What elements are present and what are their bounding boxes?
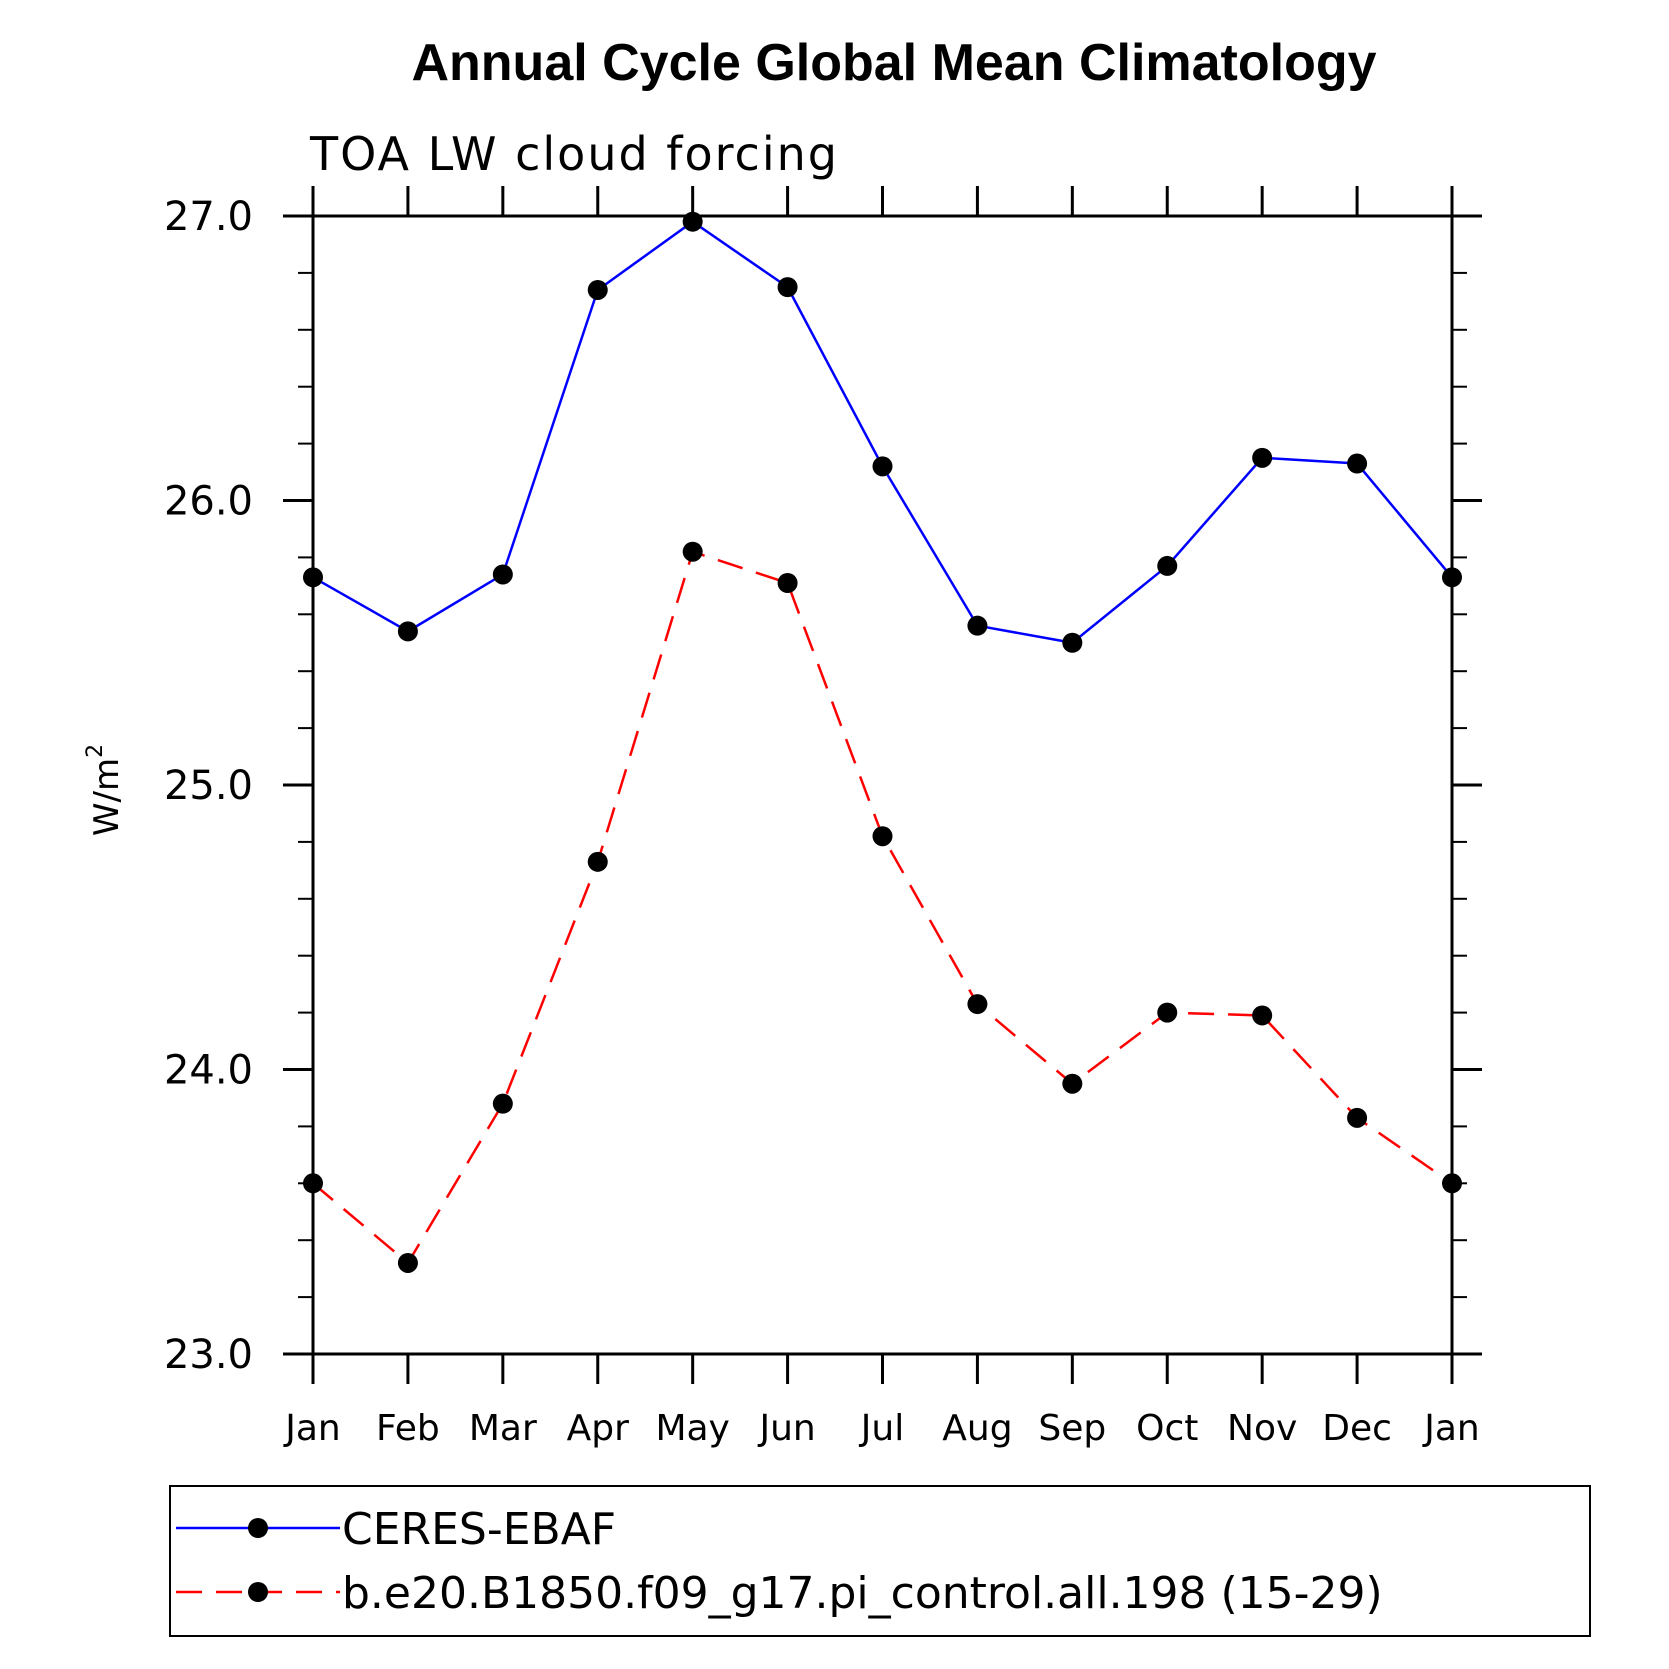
x-tick-label: Jun <box>757 1408 815 1449</box>
legend-box <box>169 1485 1591 1637</box>
x-tick-label: Mar <box>469 1408 537 1449</box>
series-1-point <box>777 277 798 298</box>
series-2-point <box>303 1173 323 1194</box>
plot-frame <box>311 214 1454 1356</box>
axes: 23.0 24.0 25.0 26.0 27.0 Jan Feb Mar Apr May Jun Ju… <box>164 186 1482 1449</box>
series-1-point <box>492 564 513 585</box>
legend-label-1: CERES-EBAF <box>342 1504 616 1555</box>
series-1-point <box>967 615 988 636</box>
x-tick-label: May <box>655 1408 729 1449</box>
chart-title: Annual Cycle Global Mean Climatology <box>411 34 1376 92</box>
x-tick-label: Oct <box>1136 1408 1198 1449</box>
series-2-point <box>587 851 608 872</box>
x-tick-label: Dec <box>1322 1408 1392 1449</box>
y-axis-label-superscript: 2 <box>83 744 108 758</box>
series-2-point <box>967 994 988 1015</box>
series-1-point <box>1442 567 1462 588</box>
series-1-point <box>682 211 703 232</box>
chart-subtitle: TOA LW cloud forcing <box>309 127 839 181</box>
series-2-point <box>777 573 798 594</box>
legend-marker-1 <box>248 1518 268 1538</box>
legend: CERES-EBAF b.e20.B1850.f09_g17.pi_control… <box>169 1485 1591 1637</box>
x-tick-label: Jan <box>1422 1408 1480 1449</box>
series-2-point <box>492 1093 513 1114</box>
x-tick-label: Apr <box>567 1408 629 1449</box>
series-1-point <box>872 456 893 477</box>
legend-label-2: b.e20.B1850.f09_g17.pi_control.all.198 (… <box>342 1568 1383 1619</box>
y-tick-label: 26.0 <box>164 479 253 525</box>
series-line-1 <box>312 220 1453 645</box>
series-2-point <box>872 826 893 847</box>
y-axis-label-unit: W/m <box>87 758 127 836</box>
series-1-point <box>1062 632 1083 653</box>
legend-marker-2 <box>248 1582 268 1602</box>
series-2-point <box>1347 1107 1368 1128</box>
y-tick-label: 24.0 <box>164 1048 253 1094</box>
series-line-2 <box>312 550 1453 1265</box>
series-2-point <box>1442 1173 1462 1194</box>
x-tick-label: Jan <box>283 1408 341 1449</box>
series-1-point <box>1157 555 1178 576</box>
y-axis-label: W/m2 <box>83 744 127 836</box>
plot-series <box>303 211 1462 1273</box>
x-tick-label: Nov <box>1227 1408 1297 1449</box>
series-2-point <box>1157 1002 1178 1023</box>
x-tick-label: Sep <box>1038 1408 1106 1449</box>
x-tick-label: Jul <box>859 1408 904 1449</box>
x-tick-label: Feb <box>376 1408 440 1449</box>
series-1-point <box>587 279 608 300</box>
y-tick-label: 25.0 <box>164 763 253 809</box>
series-1-point <box>303 567 323 588</box>
series-1-point <box>1347 453 1368 474</box>
series-2-point <box>1252 1005 1273 1026</box>
y-tick-label: 23.0 <box>164 1332 253 1378</box>
series-1-point <box>397 621 418 642</box>
x-tick-label: Aug <box>942 1408 1012 1449</box>
series-2-point <box>397 1252 418 1273</box>
series-2-point <box>1062 1073 1083 1094</box>
series-1-point <box>1252 447 1273 468</box>
series-2-point <box>682 541 703 562</box>
y-tick-label: 27.0 <box>164 194 253 240</box>
